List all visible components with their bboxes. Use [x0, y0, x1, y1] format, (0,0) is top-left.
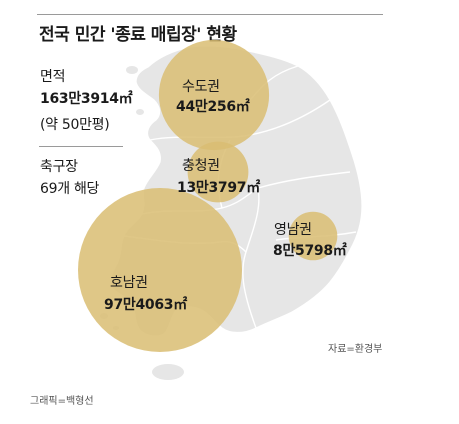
source-note: 자료=환경부	[328, 344, 383, 355]
region-value-sudogwon: 44만256㎡	[176, 99, 250, 115]
area-label: 면적	[40, 69, 66, 85]
area-value: 163만3914㎡	[40, 91, 133, 107]
bubble-chungcheong	[187, 141, 249, 203]
region-value-chungcheong: 13만3797㎡	[177, 180, 260, 196]
region-value-honam: 97만4063㎡	[104, 297, 187, 313]
region-bubbles	[78, 39, 338, 352]
soccer-value: 69개 해당	[40, 181, 100, 197]
bubble-honam	[78, 188, 242, 352]
page-title: 전국 민간 '종료 매립장' 현황	[39, 25, 237, 45]
region-name-sudogwon: 수도권	[182, 79, 220, 95]
region-name-chungcheong: 충청권	[182, 158, 220, 174]
area-note: (약 50만평)	[40, 117, 110, 133]
jeju-island	[152, 364, 184, 380]
island	[126, 66, 138, 74]
soccer-label: 축구장	[40, 159, 78, 175]
region-value-yeongnam: 8만5798㎡	[273, 243, 347, 259]
region-name-yeongnam: 영남권	[274, 222, 312, 238]
region-name-honam: 호남권	[110, 275, 148, 291]
top-rule	[37, 14, 383, 15]
graphic-credit: 그래픽=백형선	[30, 396, 94, 407]
bubble-yeongnam	[288, 211, 338, 261]
bubble-sudogwon	[158, 39, 270, 151]
summary-divider	[39, 146, 123, 147]
border-line	[257, 171, 351, 189]
island	[136, 109, 144, 115]
